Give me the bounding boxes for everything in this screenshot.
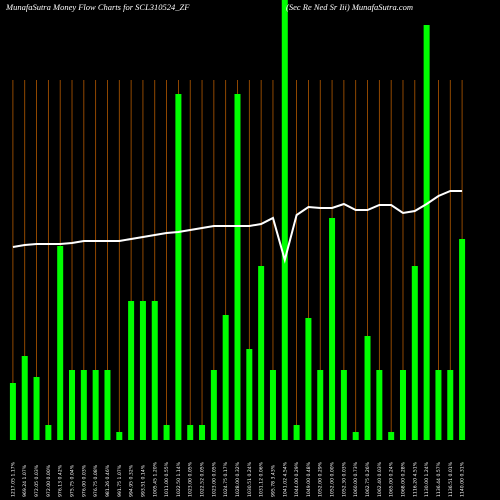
bar	[69, 370, 76, 440]
bar	[187, 425, 194, 440]
x-tick-label: 976.13 0.42%	[58, 464, 64, 497]
x-tick-label: 1023.00 0.05%	[211, 461, 217, 497]
bar	[104, 370, 111, 440]
x-tick-label: 1022.50 1.14%	[176, 461, 182, 497]
x-tick-label: 1022.52 0.05%	[200, 461, 206, 497]
x-tick-label: 994.95 0.32%	[129, 464, 135, 497]
x-tick-label: 995.78 3.43%	[270, 464, 276, 497]
chart-subtitle: (Sec Re Ned Sr Iii) MunafaSutra.com	[286, 2, 413, 12]
x-tick-label: 1062.75 0.26%	[365, 461, 371, 497]
line	[12, 190, 463, 264]
bar	[45, 425, 52, 440]
bar	[329, 218, 336, 440]
x-tick-label: 991.75 1.07%	[117, 464, 123, 497]
x-tick-label: 1052.00 0.29%	[318, 461, 324, 497]
x-tick-label: 976.00 0.03%	[81, 464, 87, 497]
bar	[234, 94, 241, 440]
x-tick-label: 1041.02 4.54%	[282, 461, 288, 497]
bar	[92, 370, 99, 440]
bar	[222, 315, 229, 440]
bar	[163, 425, 170, 440]
x-tick-label: 1136.44 0.57%	[436, 461, 442, 497]
bar	[199, 425, 206, 440]
bar	[33, 377, 40, 440]
x-tick-label: 1011.00 0.55%	[164, 461, 170, 497]
bar	[57, 246, 64, 440]
x-tick-label: 1030.51 0.24%	[247, 461, 253, 497]
x-tick-label: 1028.00 0.32%	[235, 461, 241, 497]
x-tick-label: 993.51 0.14%	[140, 464, 146, 497]
bar	[305, 318, 312, 440]
bar	[139, 301, 146, 440]
x-tick-label: 969.24 1.07%	[22, 464, 28, 497]
x-tick-label: 1116.20 4.51%	[412, 461, 418, 497]
bar	[128, 301, 135, 440]
bar	[151, 301, 158, 440]
x-tick-label: 1217.05 1.17%	[10, 461, 16, 497]
bar	[352, 432, 359, 440]
bar	[364, 336, 371, 440]
bar	[411, 266, 418, 440]
x-tick-label: 976.75 0.08%	[93, 464, 99, 497]
bar	[258, 266, 265, 440]
x-tick-label: 972.05 0.03%	[34, 464, 40, 497]
bar	[293, 425, 300, 440]
x-tick-label: 1140.00 0.31%	[460, 461, 466, 497]
x-tick-label: 1136.51 0.01%	[448, 461, 454, 497]
bar	[388, 432, 395, 440]
bar	[175, 94, 182, 440]
bar	[459, 239, 466, 440]
bar	[21, 356, 28, 440]
x-tick-label: 972.00 0.00%	[46, 464, 52, 497]
bar	[399, 370, 406, 440]
x-tick-label: 1023.00 0.05%	[188, 461, 194, 497]
bar	[269, 370, 276, 440]
x-tick-label: 1044.00 0.29%	[294, 461, 300, 497]
bar	[376, 370, 383, 440]
bar	[317, 370, 324, 440]
x-tick-label: 1062.40 0.03%	[377, 461, 383, 497]
bar	[447, 370, 454, 440]
x-tick-label: 1068.00 0.28%	[400, 461, 406, 497]
x-tick-label: 1065.00 0.24%	[389, 461, 395, 497]
x-tick-label: 1130.00 1.24%	[424, 461, 430, 497]
bar	[9, 383, 16, 440]
bar	[340, 370, 347, 440]
x-tick-label: 1024.75 0.17%	[223, 461, 229, 497]
x-tick-label: 1060.00 0.73%	[353, 461, 359, 497]
bar	[435, 370, 442, 440]
chart-title: MunafaSutra Money Flow Charts for SCL310…	[5, 2, 190, 12]
x-tick-label: 981.26 0.46%	[105, 464, 111, 497]
bar	[423, 25, 430, 440]
bar	[116, 432, 123, 440]
bar	[281, 0, 288, 440]
x-tick-label: 975.75 0.04%	[70, 464, 76, 497]
bar	[246, 349, 253, 440]
bar	[210, 370, 217, 440]
x-tick-label: 1005.45 1.20%	[152, 461, 158, 497]
x-tick-label: 1052.00 0.00%	[330, 461, 336, 497]
x-tick-label: 1031.12 0.06%	[259, 461, 265, 497]
x-tick-label: 1049.00 0.48%	[306, 461, 312, 497]
x-tick-label: 1052.30 0.03%	[341, 461, 347, 497]
bar	[80, 370, 87, 440]
